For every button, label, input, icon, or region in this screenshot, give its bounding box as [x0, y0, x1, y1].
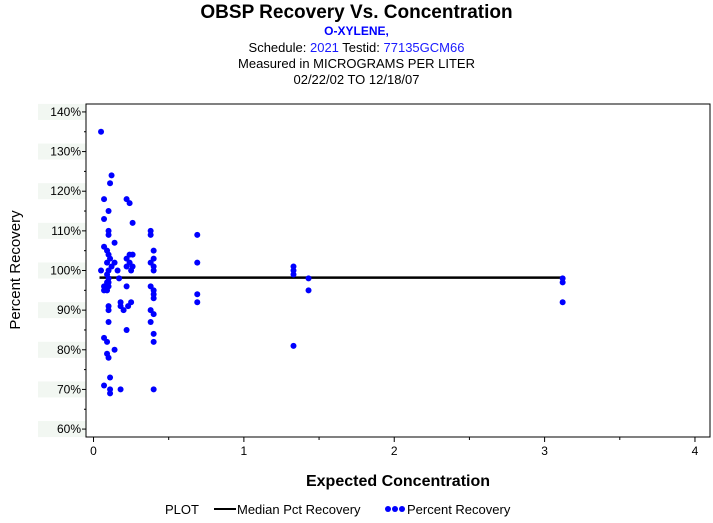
data-point: [194, 291, 201, 298]
legend: PLOT Median Pct Recovery Percent Recover…: [165, 502, 511, 517]
data-point: [126, 200, 133, 207]
x-tick-label: 0: [90, 444, 97, 458]
x-tick-label: 4: [692, 444, 699, 458]
x-axis-label: Expected Concentration: [306, 473, 490, 490]
x-tick-label: 2: [391, 444, 398, 458]
data-point: [105, 354, 112, 361]
data-point: [559, 279, 566, 286]
data-point: [98, 267, 105, 274]
y-tick-label: 80%: [57, 343, 81, 357]
x-axis-ticks: 0 1 2 3 4: [90, 437, 699, 458]
data-point: [123, 326, 130, 333]
data-point: [150, 255, 157, 262]
data-point: [147, 231, 154, 238]
data-point: [101, 382, 108, 389]
y-tick-label: 60%: [57, 422, 81, 436]
data-point: [194, 299, 201, 306]
schedule-line: Schedule: 2021 Testid: 77135GCM66: [0, 40, 713, 55]
data-point: [123, 283, 130, 290]
y-grid-band: [38, 381, 86, 398]
data-point: [101, 196, 108, 203]
legend-point-swatch: [392, 506, 398, 512]
testid-label: Testid:: [342, 40, 380, 55]
data-point: [101, 215, 108, 222]
y-tick-label: 120%: [50, 184, 81, 198]
y-tick-label: 130%: [50, 145, 81, 159]
y-grid-band: [38, 183, 86, 200]
chart-title: OBSP Recovery Vs. Concentration: [200, 2, 513, 23]
data-point: [120, 307, 127, 314]
y-tick-label: 70%: [57, 382, 81, 396]
y-tick-label: 100%: [50, 264, 81, 278]
data-point: [150, 295, 157, 302]
y-grid-band: [38, 302, 86, 319]
data-point: [107, 255, 114, 262]
data-point: [116, 275, 123, 282]
data-point: [147, 319, 154, 326]
legend-median-label: Median Pct Recovery: [237, 502, 361, 517]
data-point: [290, 342, 297, 349]
data-point: [559, 299, 566, 306]
x-tick-label: 1: [241, 444, 248, 458]
data-point: [194, 259, 201, 266]
data-point: [111, 239, 118, 246]
data-point: [305, 275, 312, 282]
y-grid-band: [38, 341, 86, 358]
data-point: [305, 287, 312, 294]
data-point: [128, 299, 135, 306]
data-point: [114, 267, 121, 274]
data-point: [150, 267, 157, 274]
y-tick-label: 90%: [57, 303, 81, 317]
date-range: 02/22/02 TO 12/18/07: [293, 72, 420, 87]
schedule-label: Schedule:: [248, 40, 307, 55]
testid-value: 77135GCM66: [383, 40, 465, 55]
data-point: [290, 271, 297, 278]
data-point: [150, 338, 157, 345]
data-point: [129, 251, 136, 258]
y-grid-bands: [38, 103, 86, 438]
x-tick-label: 3: [541, 444, 548, 458]
data-point: [111, 259, 118, 266]
data-point: [108, 172, 115, 179]
data-point: [150, 386, 157, 393]
data-point: [107, 180, 114, 187]
data-point: [111, 346, 118, 353]
legend-points-label: Percent Recovery: [407, 502, 511, 517]
data-point: [105, 231, 112, 238]
y-tick-label: 140%: [50, 105, 81, 119]
units-line: Measured in MICROGRAMS PER LITER: [238, 56, 475, 71]
y-grid-band: [38, 421, 86, 438]
legend-point-swatch: [399, 506, 405, 512]
analyte-name: O-XYLENE,: [324, 24, 389, 38]
data-point: [104, 338, 111, 345]
legend-point-swatch: [385, 506, 391, 512]
y-grid-band: [38, 222, 86, 239]
recovery-points: [98, 128, 566, 397]
y-grid-band: [38, 262, 86, 279]
y-axis-label: Percent Recovery: [7, 210, 24, 330]
data-point: [117, 386, 124, 393]
data-point: [98, 128, 105, 135]
data-point: [105, 208, 112, 215]
data-point: [107, 374, 114, 381]
data-point: [105, 283, 112, 290]
data-point: [150, 247, 157, 254]
data-point: [105, 307, 112, 314]
data-point: [129, 219, 136, 226]
schedule-value: 2021: [309, 40, 339, 55]
data-point: [129, 263, 136, 270]
data-point: [194, 231, 201, 238]
legend-title: PLOT: [165, 502, 199, 517]
data-point: [150, 311, 157, 318]
y-tick-label: 110%: [51, 224, 81, 238]
y-axis-ticks: 60% 70% 80% 90% 100% 110% 120% 130% 140%: [50, 105, 86, 436]
y-grid-band: [38, 103, 86, 120]
y-grid-band: [38, 143, 86, 160]
plot-area: [85, 103, 711, 438]
data-point: [107, 390, 114, 397]
data-point: [150, 330, 157, 337]
data-point: [105, 319, 112, 326]
